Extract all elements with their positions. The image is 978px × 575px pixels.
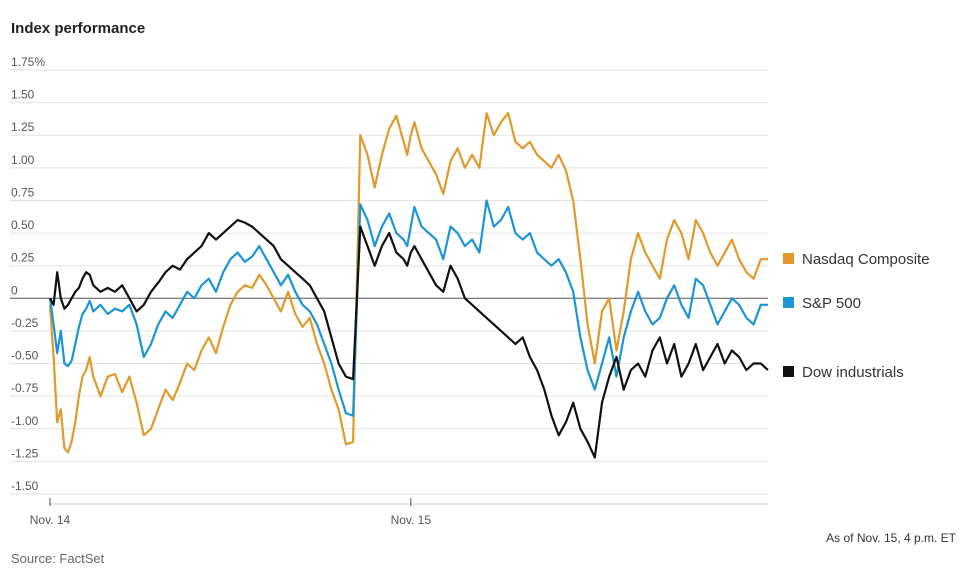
y-tick-label: 0 [11, 283, 18, 297]
y-tick-label: -0.75 [11, 381, 39, 395]
series-lines [48, 111, 769, 459]
legend-label: Nasdaq Composite [802, 251, 930, 268]
legend: Nasdaq Composite S&P 500 Dow industrials [783, 251, 930, 381]
y-tick-label: -1.00 [11, 414, 39, 428]
y-tick-label: 0.25 [11, 251, 35, 265]
legend-swatch [783, 253, 794, 264]
legend-label: S&P 500 [802, 295, 861, 312]
series-line-dow-industrials [49, 218, 769, 459]
y-tick-label: -0.25 [11, 316, 39, 330]
series-line-s-p-500 [48, 199, 768, 417]
legend-swatch [783, 297, 794, 308]
y-tick-label: 1.25 [11, 120, 35, 134]
y-tick-label: 1.75% [11, 55, 45, 69]
y-tick-label: 1.50 [11, 88, 35, 102]
x-tick-label: Nov. 14 [30, 513, 71, 527]
chart-title: Index performance [11, 20, 146, 37]
y-tick-label: -1.50 [11, 479, 39, 493]
timestamp-note: As of Nov. 15, 4 p.m. ET [826, 531, 956, 545]
y-tick-label: -0.50 [11, 349, 39, 363]
y-tick-label: 0.75 [11, 185, 35, 199]
y-axis-ticks: 1.75% 1.50 1.25 1.00 0.75 0.50 0.25 0 -0.25 -0.50… [11, 55, 45, 493]
series-line-nasdaq-composite [48, 111, 768, 454]
source-note: Source: FactSet [11, 551, 105, 566]
y-tick-label: -1.25 [11, 446, 39, 460]
legend-swatch [783, 366, 794, 377]
x-axis: Nov. 14 Nov. 15 [30, 498, 768, 527]
grid-lines [10, 69, 768, 495]
x-tick-label: Nov. 15 [391, 513, 432, 527]
y-tick-label: 0.50 [11, 218, 35, 232]
y-tick-label: 1.00 [11, 153, 35, 167]
legend-label: Dow industrials [802, 364, 904, 381]
